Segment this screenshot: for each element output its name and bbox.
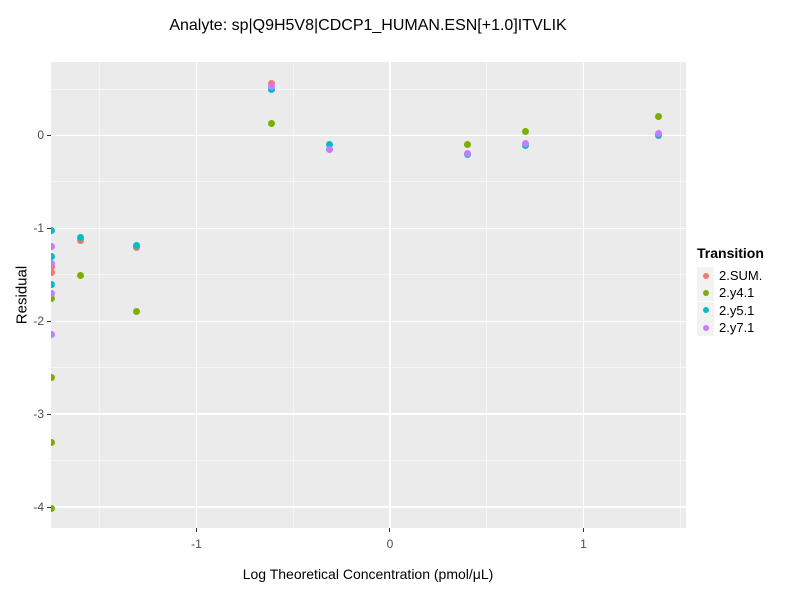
data-point (51, 260, 55, 268)
data-point (521, 140, 529, 148)
data-point (326, 141, 334, 149)
x-axis-title: Log Theoretical Concentration (pmol/μL) (242, 566, 494, 582)
y-axis-tick (47, 134, 51, 136)
gridline-major-vertical (195, 62, 198, 528)
x-axis-tick (195, 528, 197, 532)
data-point (51, 252, 55, 260)
data-point (51, 289, 55, 297)
data-point (268, 119, 276, 127)
legend: Transition 2.SUM. 2.y4.1 2.y5.1 2.y7.1 (697, 245, 764, 337)
legend-item: 2.y4.1 (697, 284, 764, 302)
y-tick-label: -3 (33, 407, 44, 422)
gridline-major-horizontal (51, 134, 686, 137)
data-point (463, 149, 471, 157)
legend-key (697, 319, 714, 337)
y-axis-tick (47, 320, 51, 322)
data-point (133, 241, 141, 249)
data-point (268, 83, 276, 91)
data-point (51, 374, 55, 382)
legend-label: 2.y7.1 (719, 320, 755, 336)
legend-label: 2.SUM. (719, 268, 763, 284)
gridline-minor-horizontal (51, 274, 686, 276)
legend-dot (702, 324, 709, 331)
x-axis-tick (389, 528, 391, 532)
data-point (655, 113, 663, 121)
y-tick-label: -2 (33, 314, 44, 329)
data-point (133, 307, 141, 315)
data-point (76, 234, 84, 242)
gridline-minor-horizontal (51, 181, 686, 183)
gridline-minor-vertical (99, 62, 101, 528)
data-point (655, 130, 663, 138)
legend-title: Transition (697, 245, 764, 261)
data-point (326, 145, 334, 153)
gridline-minor-horizontal (51, 460, 686, 462)
data-point (463, 141, 471, 149)
gridline-major-horizontal (51, 320, 686, 323)
y-axis-tick (47, 506, 51, 508)
legend-key (697, 284, 714, 302)
x-axis-tick (582, 528, 584, 532)
gridline-major-horizontal (51, 413, 686, 415)
legend-items: 2.SUM. 2.y4.1 2.y5.1 2.y7.1 (697, 267, 764, 337)
gridline-major-horizontal (51, 227, 686, 230)
legend-label: 2.y4.1 (719, 285, 755, 301)
y-tick-label: -4 (33, 500, 44, 515)
plot-title: Analyte: sp|Q9H5V8|CDCP1_HUMAN.ESN[+1.0]… (169, 17, 567, 34)
legend-key (697, 267, 714, 285)
gridline-minor-vertical (679, 62, 681, 528)
legend-item: 2.SUM. (697, 267, 764, 285)
data-point (76, 272, 84, 280)
legend-dot (702, 307, 709, 314)
y-axis-tick (47, 227, 51, 229)
gridline-minor-vertical (486, 62, 488, 528)
legend-key (697, 301, 714, 319)
y-tick-label: 0 (37, 128, 44, 143)
x-tick-label: 0 (386, 537, 394, 551)
gridline-major-vertical (389, 62, 391, 528)
data-point (51, 438, 55, 446)
gridline-minor-horizontal (51, 88, 686, 90)
data-point (51, 295, 55, 303)
x-tick-label: 1 (580, 537, 587, 551)
data-point (51, 280, 55, 288)
data-point (51, 330, 55, 338)
data-point (51, 226, 55, 234)
legend-label: 2.y5.1 (719, 302, 755, 318)
legend-item: 2.y7.1 (697, 319, 764, 337)
data-point (521, 128, 529, 136)
plot-panel (51, 62, 686, 528)
y-axis-tick (47, 413, 51, 415)
gridline-minor-horizontal (51, 367, 686, 369)
legend-item: 2.y5.1 (697, 301, 764, 319)
x-tick-label: -1 (191, 537, 202, 551)
gridline-minor-vertical (292, 62, 294, 528)
y-tick-label: -1 (33, 221, 44, 236)
gridline-major-horizontal (51, 506, 686, 508)
data-point (51, 504, 55, 512)
data-point (51, 243, 55, 251)
gridline-major-vertical (582, 62, 585, 528)
data-point (51, 269, 55, 277)
legend-dot (702, 289, 709, 296)
legend-dot (702, 272, 709, 279)
